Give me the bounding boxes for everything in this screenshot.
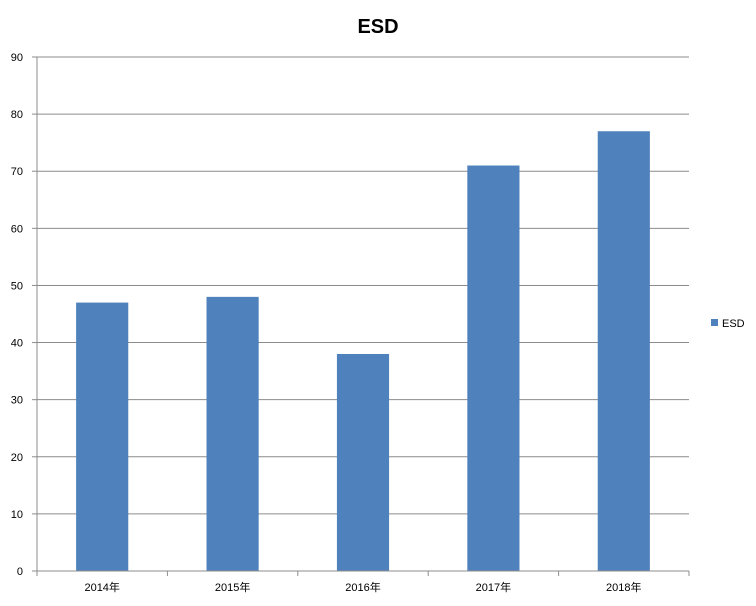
- legend: ESD: [711, 318, 745, 330]
- bar: [336, 353, 390, 571]
- y-tick-label: 10: [11, 509, 23, 521]
- x-tick-labels: 2014年 2015年 2016年 2017年 2018年: [84, 580, 641, 594]
- x-tick-label: 2018年: [606, 580, 641, 594]
- y-tick-label: 50: [11, 280, 23, 292]
- y-tick-label: 0: [17, 566, 23, 578]
- bar: [467, 165, 520, 571]
- bar: [76, 302, 129, 571]
- y-tick-label: 30: [11, 395, 23, 407]
- bar: [206, 296, 259, 571]
- legend-swatch: [711, 319, 718, 326]
- x-tick-label: 2016年: [345, 580, 380, 594]
- bar: [597, 131, 650, 571]
- y-tick-label: 80: [11, 109, 23, 121]
- legend-label: ESD: [722, 318, 745, 330]
- y-tick-labels: 0 10 20 30 40 50 60 70 80 90: [11, 52, 23, 578]
- y-tick-label: 90: [11, 52, 23, 64]
- x-tick-label: 2014年: [84, 580, 119, 594]
- x-tick-label: 2017年: [476, 580, 511, 594]
- x-tick-label: 2015年: [215, 580, 250, 594]
- y-tick-label: 40: [11, 338, 23, 350]
- axes: [36, 57, 690, 576]
- y-tick-label: 60: [11, 223, 23, 235]
- chart-title: ESD: [357, 16, 398, 38]
- y-tick-label: 20: [11, 452, 23, 464]
- y-tick-label: 70: [11, 166, 23, 178]
- bars: [76, 131, 650, 571]
